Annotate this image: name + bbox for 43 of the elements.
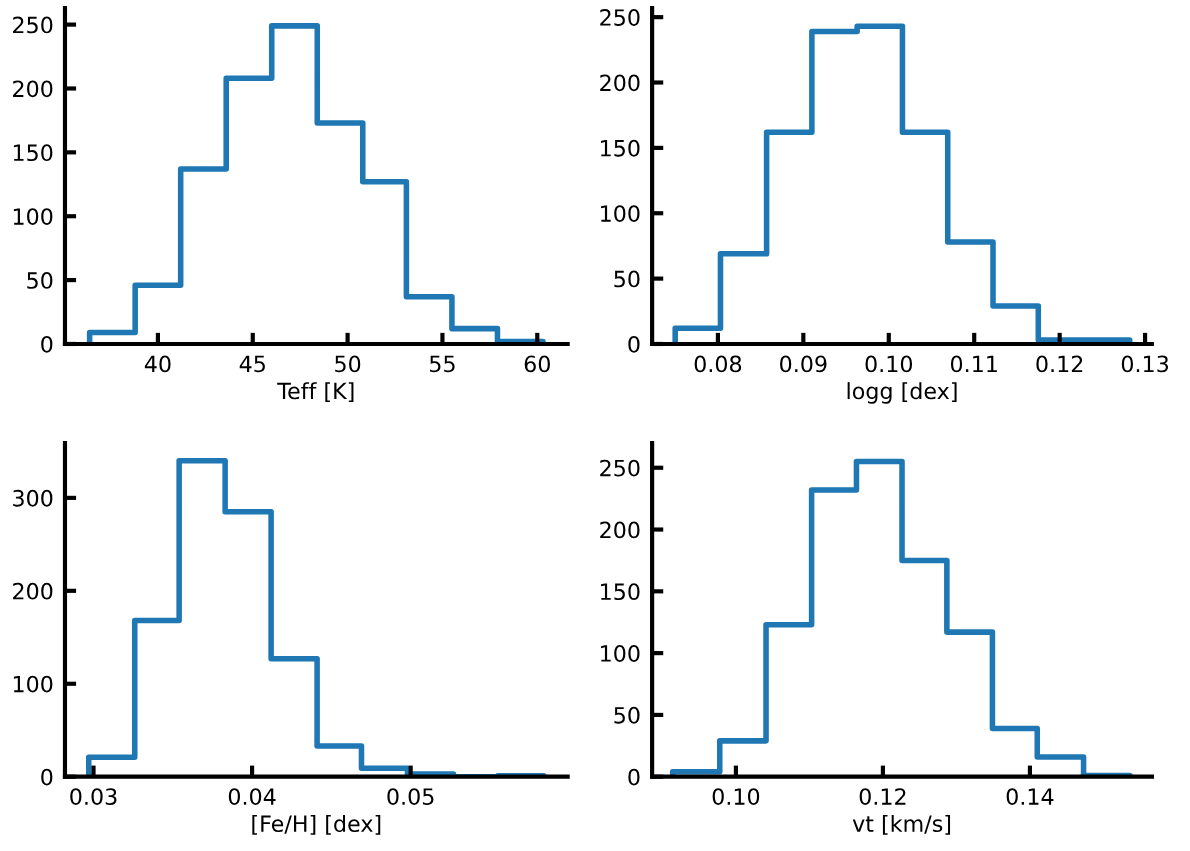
x-tick-label: 0.04: [228, 788, 276, 806]
x-tick-label: 0.12: [859, 788, 906, 806]
x-axis-title: vt [km/s]: [852, 814, 951, 835]
x-tick-label: 50: [335, 355, 361, 373]
x-axis-title: [Fe/H] [dex]: [252, 814, 381, 835]
x-tick-label: 0.05: [387, 788, 434, 806]
y-tick-label: 0: [41, 335, 53, 353]
y-tick-label: 200: [13, 80, 53, 98]
y-tick-label: 50: [27, 272, 53, 289]
y-tick-label: 100: [13, 675, 53, 693]
x-tick-label: 55: [430, 355, 455, 373]
y-tick-label: 100: [601, 205, 640, 222]
y-tick-label: 200: [13, 582, 53, 600]
y-tick-label: 150: [601, 583, 640, 601]
x-tick-label: 0.12: [1036, 355, 1083, 373]
x-tick-label: 0.14: [1006, 788, 1054, 806]
x-tick-label: 60: [524, 355, 550, 373]
y-tick-label: 150: [601, 139, 640, 157]
x-tick-label: 0.03: [70, 788, 117, 806]
y-tick-label: 200: [600, 521, 640, 539]
x-tick-label: 0.10: [865, 355, 913, 373]
x-tick-label: 0.13: [1121, 355, 1169, 373]
y-tick-label: 100: [13, 208, 53, 225]
y-tick-label: 0: [41, 768, 53, 786]
y-tick-label: 250: [600, 9, 640, 26]
y-tick-label: 200: [600, 74, 640, 92]
y-tick-label: 0: [628, 768, 640, 786]
x-tick-label: 45: [239, 355, 265, 373]
y-tick-label: 250: [600, 459, 640, 477]
x-tick-label: 0.09: [780, 355, 827, 373]
x-axis-title: logg [dex]: [847, 382, 957, 404]
y-tick-label: 100: [601, 645, 640, 662]
y-tick-label: 250: [13, 16, 53, 34]
x-tick-label: 0.10: [712, 788, 760, 806]
y-tick-label: 150: [13, 144, 53, 162]
x-tick-label: 0.11: [950, 355, 997, 373]
y-tick-label: 50: [614, 270, 640, 288]
y-tick-label: 0: [628, 335, 640, 353]
x-tick-label: 40: [144, 355, 171, 373]
y-tick-label: 50: [614, 706, 640, 724]
y-tick-label: 300: [13, 489, 53, 507]
x-axis-title: Teff [K]: [277, 382, 354, 402]
x-tick-label: 0.08: [694, 355, 742, 373]
